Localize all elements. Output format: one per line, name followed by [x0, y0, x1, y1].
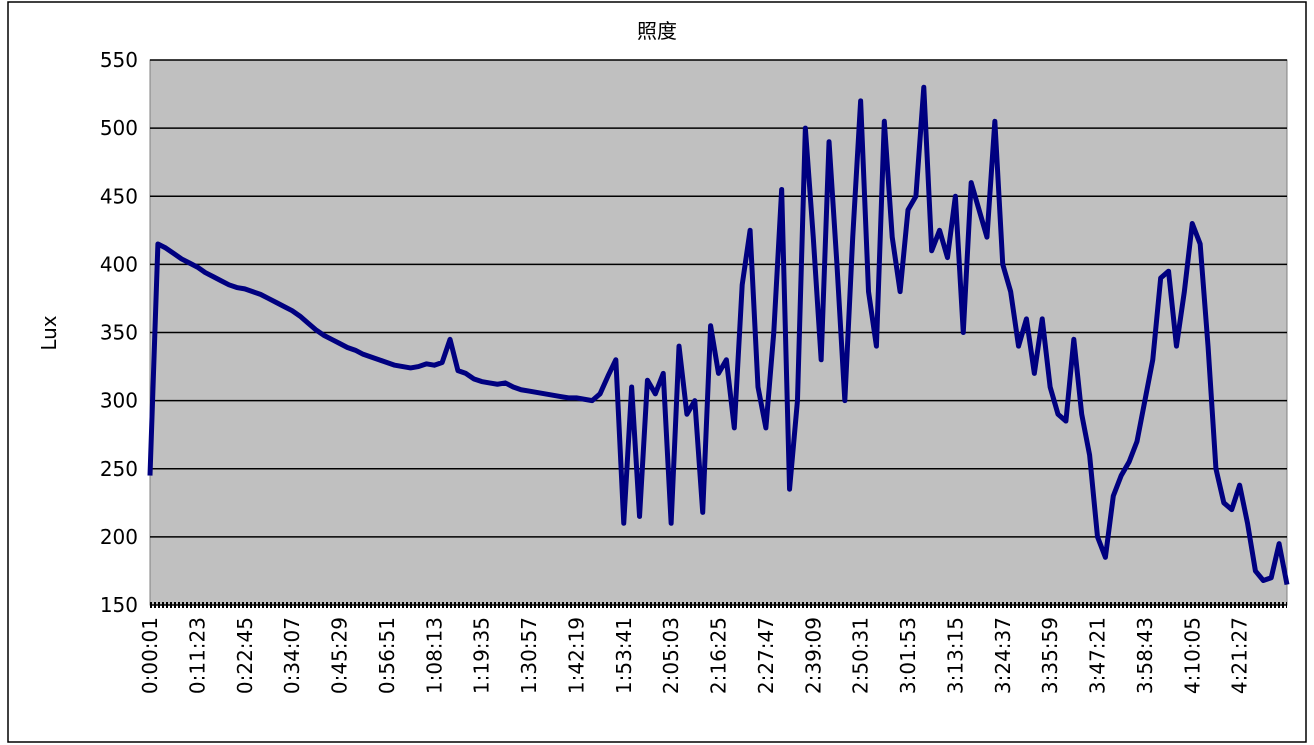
y-tick-label: 550 — [100, 48, 138, 72]
x-tick-label: 1:53:41 — [612, 617, 636, 694]
x-tick-label: 1:30:57 — [517, 617, 541, 694]
x-tick-label: 2:05:03 — [659, 617, 683, 694]
x-tick-label: 2:27:47 — [754, 617, 778, 694]
y-tick-label: 150 — [100, 593, 138, 617]
chart-title: 照度 — [637, 19, 677, 43]
y-tick-label: 200 — [100, 525, 138, 549]
x-tick-label: 4:10:05 — [1180, 617, 1204, 694]
y-tick-label: 350 — [100, 321, 138, 345]
x-tick-label: 3:47:21 — [1086, 617, 1110, 694]
y-tick-label: 500 — [100, 116, 138, 140]
x-tick-label: 4:21:27 — [1228, 617, 1252, 694]
x-tick-label: 0:11:23 — [185, 617, 209, 694]
x-tick-label: 0:00:01 — [138, 617, 162, 694]
x-tick-label: 3:13:15 — [943, 617, 967, 694]
x-tick-label: 3:24:37 — [991, 617, 1015, 694]
x-tick-label: 1:08:13 — [422, 617, 446, 694]
x-tick-label: 1:19:35 — [470, 617, 494, 694]
x-tick-label: 2:39:09 — [801, 617, 825, 694]
x-tick-label: 0:56:51 — [375, 617, 399, 694]
y-axis-title: Lux — [37, 315, 61, 350]
x-tick-label: 3:58:43 — [1133, 617, 1157, 694]
x-tick-label: 3:35:59 — [1038, 617, 1062, 694]
y-tick-label: 300 — [100, 389, 138, 413]
x-tick-label: 0:22:45 — [233, 617, 257, 694]
y-tick-label: 250 — [100, 457, 138, 481]
y-tick-label: 400 — [100, 252, 138, 276]
x-tick-label: 1:42:19 — [564, 617, 588, 694]
x-tick-label: 3:01:53 — [896, 617, 920, 694]
x-tick-label: 0:45:29 — [328, 617, 352, 694]
x-tick-label: 2:50:31 — [849, 617, 873, 694]
data-line — [147, 84, 1290, 586]
x-tick-label: 2:16:25 — [707, 617, 731, 694]
y-tick-label: 450 — [100, 184, 138, 208]
x-tick-label: 0:34:07 — [280, 617, 304, 694]
